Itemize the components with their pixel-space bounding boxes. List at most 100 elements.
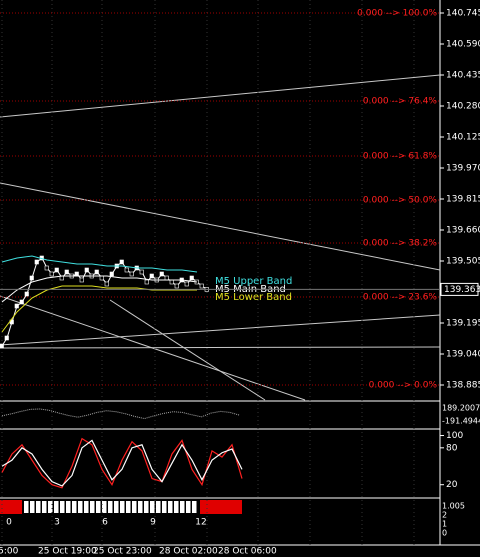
signal-block bbox=[156, 501, 161, 513]
candle bbox=[29, 275, 34, 281]
candle bbox=[199, 283, 204, 289]
signal-block bbox=[66, 501, 71, 513]
candle bbox=[99, 275, 104, 281]
y-tick-label: 139.660 bbox=[446, 226, 480, 236]
signal-label: 3 bbox=[54, 518, 60, 528]
candle bbox=[4, 335, 9, 341]
signal-block bbox=[36, 501, 41, 513]
candle bbox=[189, 275, 194, 281]
signal-label: 9 bbox=[150, 518, 156, 528]
current-price-label: 139.363 bbox=[444, 285, 480, 295]
y-tick-label: 139.195 bbox=[446, 319, 480, 329]
fib-label: 0.000 --> 61.8% bbox=[363, 152, 438, 162]
signal-block bbox=[96, 501, 101, 513]
signal-block bbox=[120, 501, 125, 513]
candle bbox=[74, 271, 79, 277]
candle bbox=[164, 275, 169, 281]
candle bbox=[124, 267, 129, 273]
signal-axis-label: 1 bbox=[442, 520, 447, 529]
candle bbox=[139, 269, 144, 275]
candle bbox=[64, 269, 69, 275]
y-tick-label: 140.745 bbox=[446, 9, 480, 19]
signal-block bbox=[114, 501, 119, 513]
y-tick-label: 140.280 bbox=[446, 102, 480, 112]
x-tick-label: 28 Oct 02:00 bbox=[159, 547, 218, 557]
x-tick-label: 25 Oct 23:00 bbox=[93, 547, 152, 557]
fib-label: 0.000 --> 50.0% bbox=[363, 196, 438, 206]
signal-axis-label: 2 bbox=[442, 511, 447, 520]
trend-line bbox=[0, 295, 306, 401]
candle bbox=[79, 277, 84, 283]
signal-block bbox=[162, 501, 167, 513]
x-tick-label: t 15:00 bbox=[0, 547, 19, 557]
fib-label: 0.000 --> 23.6% bbox=[363, 293, 438, 303]
signal-block bbox=[72, 501, 77, 513]
signal-axis-label: 1.005 bbox=[442, 502, 465, 511]
stoch-line bbox=[1, 439, 243, 487]
fib-label: 0.000 --> 38.2% bbox=[363, 239, 438, 249]
signal-axis-label: 0 bbox=[442, 529, 447, 538]
cci-line bbox=[1, 408, 240, 420]
trend-line bbox=[0, 346, 441, 349]
candle bbox=[174, 283, 179, 289]
candle bbox=[184, 281, 189, 287]
legend-entry: M5 Upper Band bbox=[215, 276, 292, 287]
y-tick-label: 139.505 bbox=[446, 257, 480, 267]
y-tick-label: 140.125 bbox=[446, 133, 480, 143]
signal-block bbox=[144, 501, 149, 513]
y-tick-label: 139.970 bbox=[446, 164, 480, 174]
signal-strip bbox=[24, 501, 197, 513]
signal-label: 0 bbox=[6, 518, 12, 528]
candle bbox=[84, 267, 89, 273]
signal-block bbox=[48, 501, 53, 513]
fib-label: 0.000 --> 100.0% bbox=[357, 9, 437, 19]
signal-block bbox=[168, 501, 173, 513]
stoch-line bbox=[1, 437, 243, 489]
cci-label: -191.4944 bbox=[442, 417, 480, 426]
candle bbox=[104, 281, 109, 287]
candle bbox=[144, 279, 149, 285]
trend-line bbox=[109, 299, 266, 401]
candle bbox=[49, 271, 54, 277]
candle bbox=[34, 259, 39, 265]
signal-block bbox=[200, 500, 242, 514]
fib-label: 0.000 --> 0.0% bbox=[369, 381, 438, 391]
band-line bbox=[1, 255, 198, 273]
stoch-tick-label: 20 bbox=[446, 480, 458, 490]
y-tick-label: 139.040 bbox=[446, 350, 480, 360]
signal-block bbox=[54, 501, 59, 513]
signal-block bbox=[30, 501, 35, 513]
trend-line bbox=[0, 74, 441, 118]
signal-block bbox=[138, 501, 143, 513]
candle bbox=[14, 303, 19, 309]
signal-block bbox=[174, 501, 179, 513]
candle bbox=[44, 265, 49, 271]
signal-block bbox=[108, 501, 113, 513]
candle bbox=[109, 271, 114, 277]
candle bbox=[0, 343, 4, 349]
band-line bbox=[1, 275, 198, 303]
signal-block bbox=[84, 501, 89, 513]
candle bbox=[129, 271, 134, 277]
signal-block bbox=[132, 501, 137, 513]
legend-entry: M5 Lower Band bbox=[215, 292, 292, 303]
y-tick-label: 140.590 bbox=[446, 40, 480, 50]
signal-block bbox=[126, 501, 131, 513]
stoch-tick-label: 80 bbox=[446, 443, 458, 453]
signal-block bbox=[0, 500, 22, 514]
candle bbox=[19, 299, 24, 305]
fib-label: 0.000 --> 76.4% bbox=[363, 97, 438, 107]
signal-block bbox=[186, 501, 191, 513]
candle bbox=[119, 259, 124, 265]
current-price-box bbox=[440, 282, 479, 296]
stoch-tick-label: 100 bbox=[446, 431, 463, 441]
candle bbox=[24, 291, 29, 297]
candle bbox=[169, 279, 174, 285]
band-line bbox=[1, 285, 197, 333]
candle bbox=[159, 271, 164, 277]
signal-block bbox=[90, 501, 95, 513]
candle bbox=[94, 269, 99, 275]
signal-label: 12 bbox=[195, 518, 206, 528]
signal-block bbox=[102, 501, 107, 513]
